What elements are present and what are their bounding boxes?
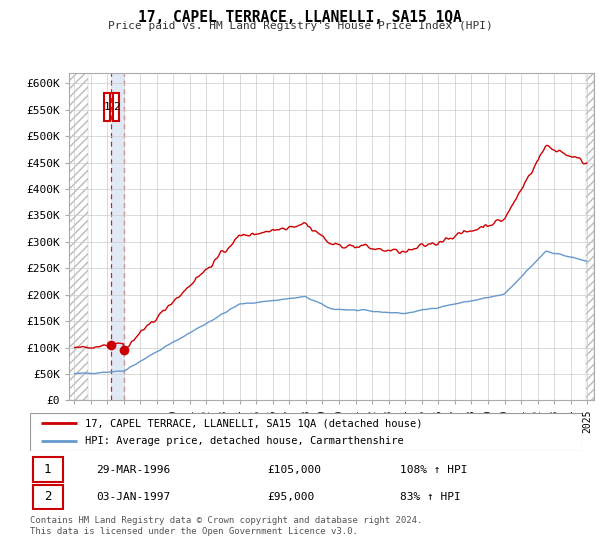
- FancyBboxPatch shape: [33, 485, 63, 509]
- Text: 1: 1: [103, 102, 110, 112]
- Text: HPI: Average price, detached house, Carmarthenshire: HPI: Average price, detached house, Carm…: [85, 436, 404, 446]
- Text: £95,000: £95,000: [268, 492, 314, 502]
- FancyBboxPatch shape: [113, 94, 119, 121]
- Bar: [586, 73, 594, 400]
- Text: 03-JAN-1997: 03-JAN-1997: [96, 492, 170, 502]
- Text: 17, CAPEL TERRACE, LLANELLI, SA15 1QA (detached house): 17, CAPEL TERRACE, LLANELLI, SA15 1QA (d…: [85, 418, 422, 428]
- Text: Contains HM Land Registry data © Crown copyright and database right 2024.
This d: Contains HM Land Registry data © Crown c…: [30, 516, 422, 536]
- Text: 2: 2: [44, 491, 52, 503]
- FancyBboxPatch shape: [30, 413, 582, 451]
- Text: Price paid vs. HM Land Registry's House Price Index (HPI): Price paid vs. HM Land Registry's House …: [107, 21, 493, 31]
- Text: 108% ↑ HPI: 108% ↑ HPI: [400, 465, 467, 474]
- FancyBboxPatch shape: [33, 458, 63, 482]
- Bar: [111, 73, 124, 400]
- Text: 2: 2: [113, 102, 119, 112]
- Text: 17, CAPEL TERRACE, LLANELLI, SA15 1QA: 17, CAPEL TERRACE, LLANELLI, SA15 1QA: [138, 10, 462, 25]
- FancyBboxPatch shape: [104, 94, 110, 121]
- Text: 83% ↑ HPI: 83% ↑ HPI: [400, 492, 461, 502]
- Text: £105,000: £105,000: [268, 465, 322, 474]
- Text: 29-MAR-1996: 29-MAR-1996: [96, 465, 170, 474]
- Bar: [69, 73, 88, 400]
- Text: 1: 1: [44, 463, 52, 476]
